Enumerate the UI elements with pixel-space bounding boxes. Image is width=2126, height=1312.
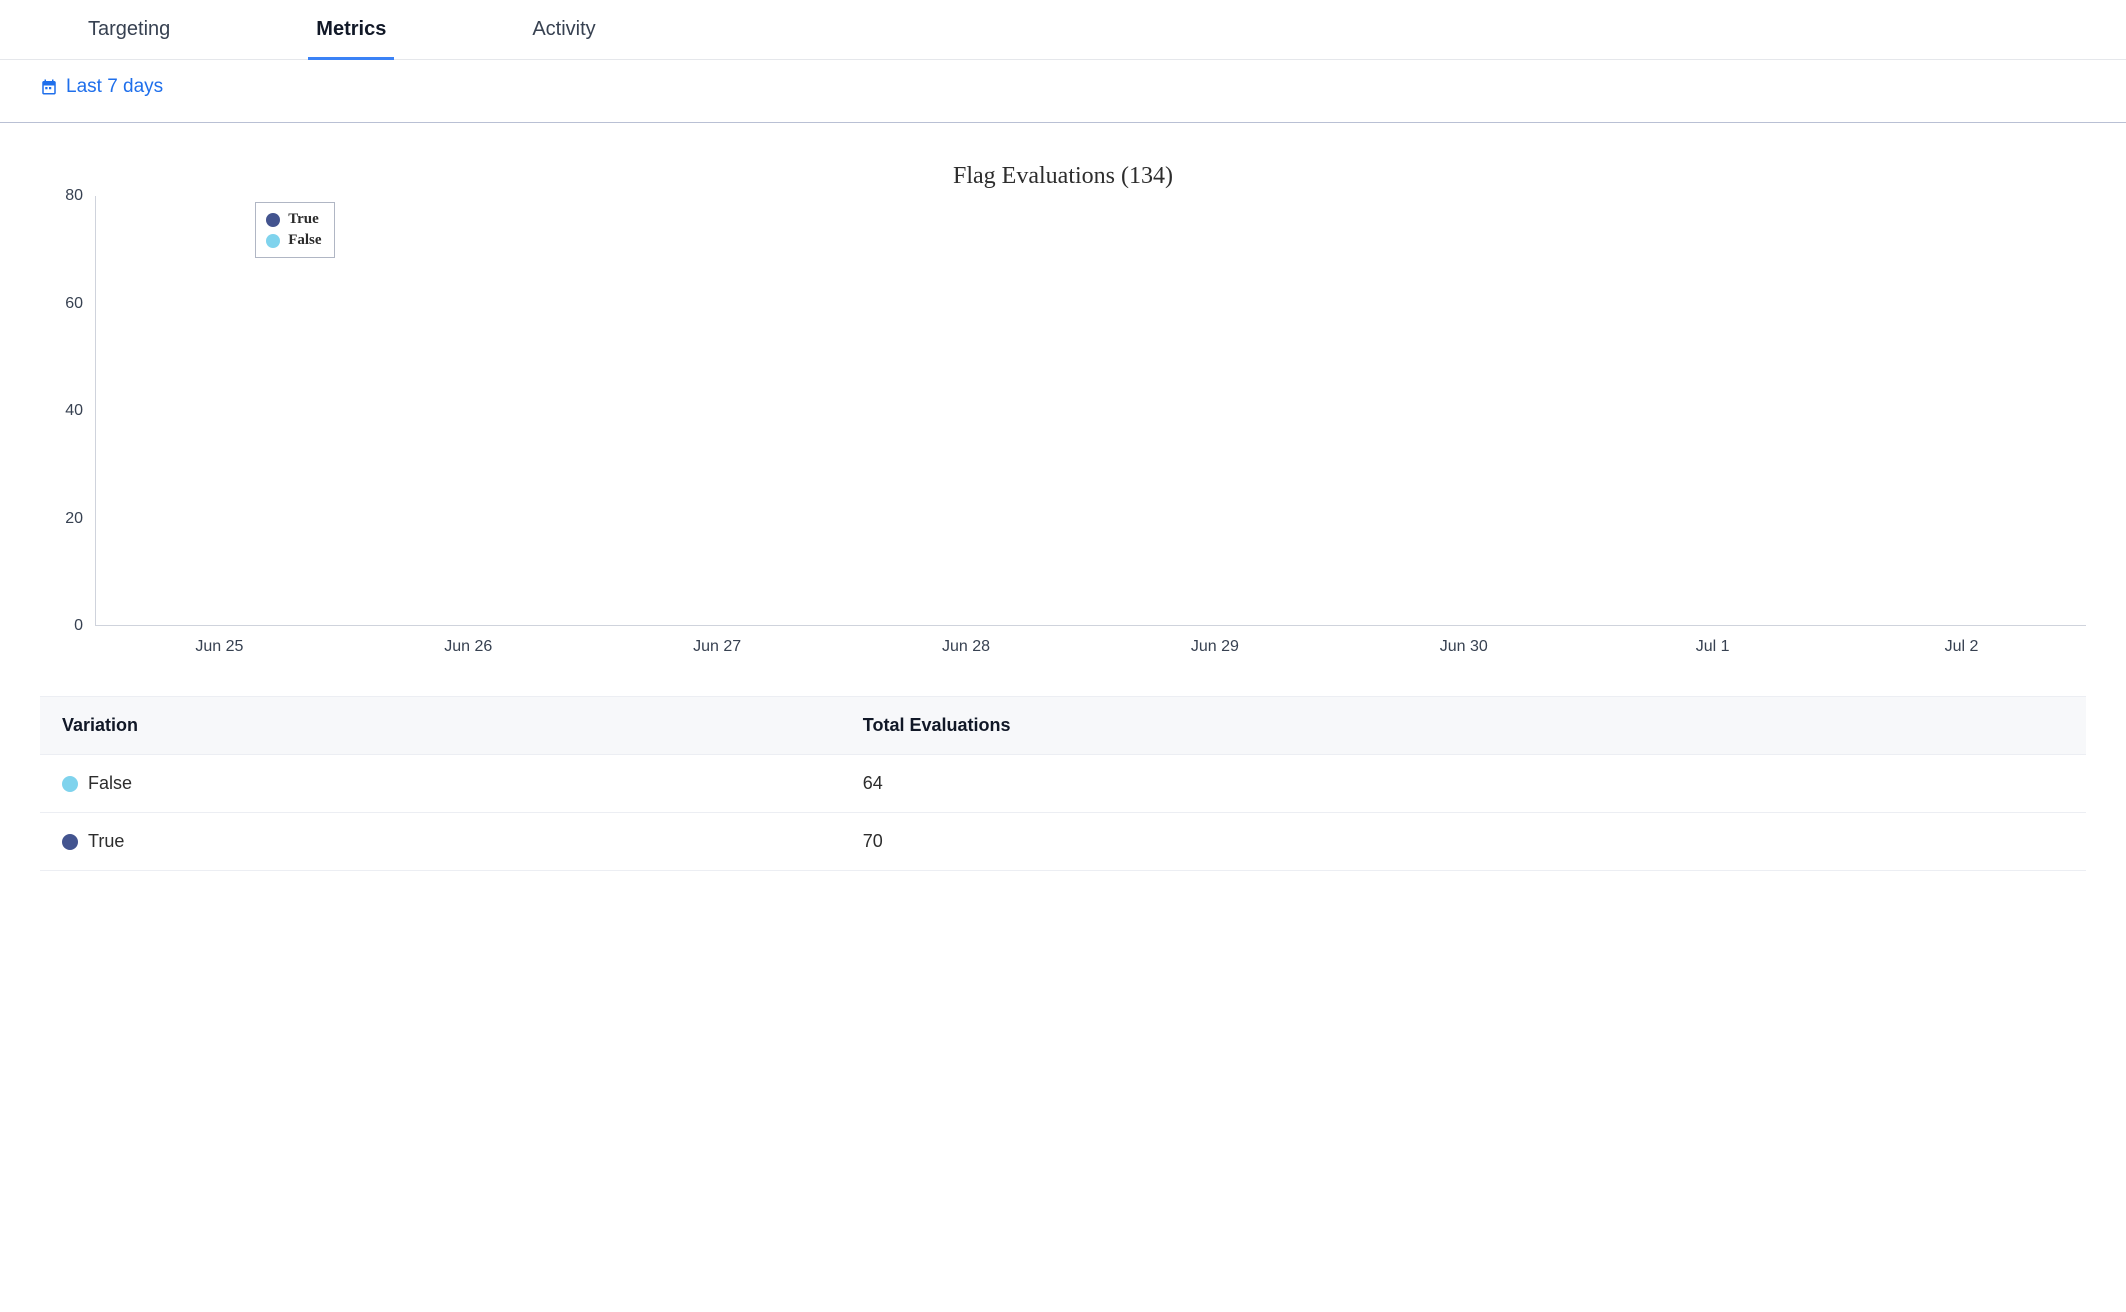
variation-label: False	[88, 773, 132, 794]
x-tick: Jun 27	[593, 626, 842, 656]
y-tick: 40	[65, 402, 83, 420]
x-tick: Jun 25	[95, 626, 344, 656]
x-tick: Jul 2	[1837, 626, 2086, 656]
variation-dot-icon	[62, 776, 78, 792]
tab-targeting[interactable]: Targeting	[80, 18, 178, 60]
table-row: True 70	[40, 813, 2086, 871]
date-range-label: Last 7 days	[66, 76, 163, 98]
chart-title: Flag Evaluations (134)	[40, 163, 2086, 190]
y-tick: 60	[65, 295, 83, 313]
chart-section: Flag Evaluations (134) 0 20 40 60 80 TrueFal…	[0, 123, 2126, 666]
table-row: False 64	[40, 755, 2086, 813]
y-tick: 0	[74, 617, 83, 635]
calendar-icon	[40, 78, 58, 96]
x-tick: Jun 29	[1091, 626, 1340, 656]
variation-label: True	[88, 831, 124, 852]
y-axis: 020406080	[40, 196, 95, 626]
col-header-value: Total Evaluations	[863, 715, 2064, 736]
cell-variation: True	[62, 831, 863, 852]
col-header-variation: Variation	[62, 715, 863, 736]
chart-plot: TrueFalse	[95, 196, 2086, 626]
x-tick: Jun 28	[842, 626, 1091, 656]
tab-metrics[interactable]: Metrics	[308, 18, 394, 60]
table-header: Variation Total Evaluations	[40, 696, 2086, 755]
date-range-picker[interactable]: Last 7 days	[40, 76, 163, 98]
tab-bar: Targeting Metrics Activity	[0, 0, 2126, 60]
chart-frame: 020406080 TrueFalse	[40, 196, 2086, 626]
x-tick: Jun 26	[344, 626, 593, 656]
cell-value: 70	[863, 831, 2064, 852]
y-tick: 80	[65, 187, 83, 205]
y-tick: 20	[65, 510, 83, 528]
variation-dot-icon	[62, 834, 78, 850]
page-root: Targeting Metrics Activity Last 7 days Fla…	[0, 0, 2126, 871]
x-tick: Jul 1	[1588, 626, 1837, 656]
cell-variation: False	[62, 773, 863, 794]
x-tick: Jun 30	[1339, 626, 1588, 656]
cell-value: 64	[863, 773, 2064, 794]
x-axis: Jun 25Jun 26Jun 27Jun 28Jun 29Jun 30Jul …	[95, 626, 2086, 656]
tab-activity[interactable]: Activity	[524, 18, 603, 60]
bars-row	[96, 196, 2086, 625]
variation-table: Variation Total Evaluations False 64 True 7…	[40, 696, 2086, 871]
date-range-bar: Last 7 days	[0, 60, 2126, 123]
